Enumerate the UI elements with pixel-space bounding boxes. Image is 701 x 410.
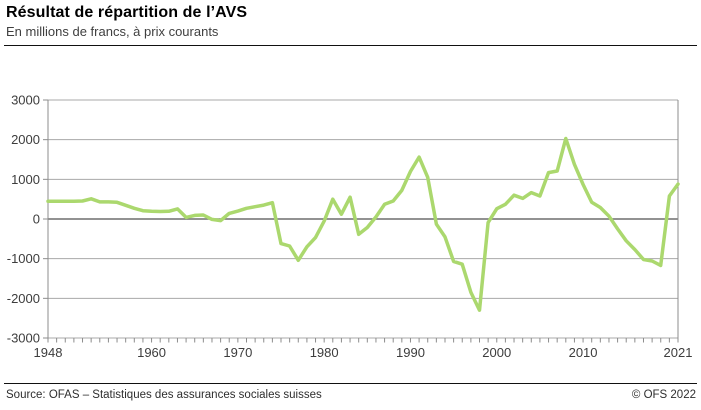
x-axis-label: 2000 <box>482 345 511 360</box>
x-axis-label: 1960 <box>137 345 166 360</box>
y-axis-label: -1000 <box>7 251 40 266</box>
chart-subtitle: En millions de francs, à prix courants <box>6 24 219 39</box>
x-axis-label: 1970 <box>223 345 252 360</box>
y-axis-label: -2000 <box>7 291 40 306</box>
header-rule <box>4 45 697 46</box>
y-axis-label: 3000 <box>11 93 40 108</box>
x-axis-label: 2010 <box>569 345 598 360</box>
data-line <box>46 136 680 312</box>
chart-title: Résultat de répartition de l’AVS <box>6 4 248 21</box>
y-axis-label: 2000 <box>11 132 40 147</box>
y-axis-label: -3000 <box>7 331 40 346</box>
copyright-note: © OFS 2022 <box>631 389 696 401</box>
y-axis-label: 0 <box>33 212 40 227</box>
source-note: Source: OFAS – Statistiques des assuranc… <box>6 389 322 401</box>
footer-rule <box>4 383 697 384</box>
x-axis-label: 1990 <box>396 345 425 360</box>
x-axis-label: 1980 <box>310 345 339 360</box>
x-axis-label: 2021 <box>664 345 693 360</box>
x-axis-label: 1948 <box>34 345 63 360</box>
y-axis-label: 1000 <box>11 172 40 187</box>
